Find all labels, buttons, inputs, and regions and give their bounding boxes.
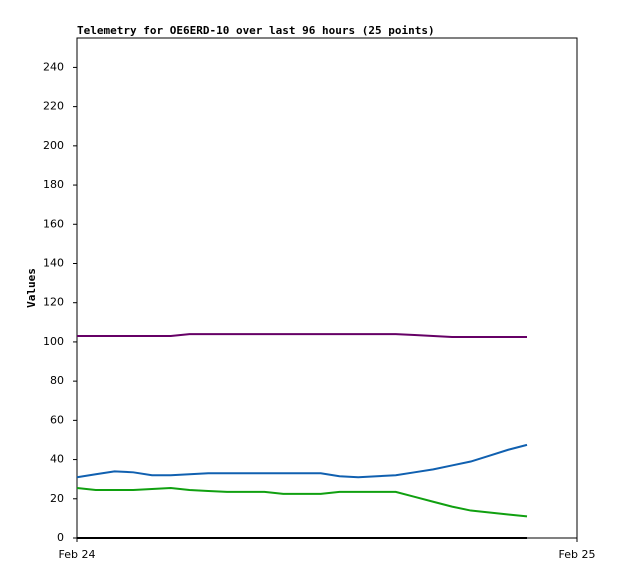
y-axis-title: Values bbox=[25, 268, 38, 308]
y-tick-label: 220 bbox=[43, 100, 64, 113]
series-line bbox=[77, 333, 527, 339]
y-tick-label: 60 bbox=[50, 413, 64, 426]
y-tick-label: 200 bbox=[43, 139, 64, 152]
y-tick-label: 180 bbox=[43, 178, 64, 191]
x-tick-label: Feb 25 bbox=[559, 548, 596, 561]
series-line bbox=[76, 486, 528, 518]
plot-frame bbox=[76, 37, 578, 539]
y-tick-label: 120 bbox=[43, 296, 64, 309]
y-tick-label: 0 bbox=[57, 531, 64, 544]
y-tick-label: 20 bbox=[50, 492, 64, 505]
y-tick-label: 80 bbox=[50, 374, 64, 387]
y-tick-label: 160 bbox=[43, 217, 64, 230]
chart-title: Telemetry for OE6ERD-10 over last 96 hou… bbox=[77, 24, 435, 37]
x-tick-label: Feb 24 bbox=[59, 548, 96, 561]
y-tick-label: 40 bbox=[50, 453, 64, 466]
y-tick-label: 240 bbox=[43, 60, 64, 73]
series-line bbox=[76, 443, 528, 479]
y-tick-label: 140 bbox=[43, 256, 64, 269]
y-tick-label: 100 bbox=[43, 335, 64, 348]
